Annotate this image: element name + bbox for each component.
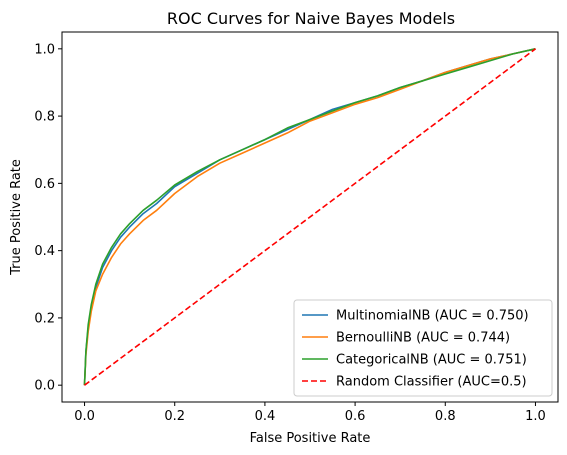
legend-label: Random Classifier (AUC=0.5): [336, 375, 527, 390]
y-tick-label: 0.4: [34, 244, 55, 259]
y-tick-label: 0.8: [34, 110, 55, 125]
legend-label: BernoulliNB (AUC = 0.744): [336, 331, 510, 346]
legend-label: CategoricalNB (AUC = 0.751): [336, 353, 527, 368]
plot-frame: [61, 31, 559, 403]
y-tick-label: 1.0: [34, 42, 55, 57]
y-tick-label: 0.6: [34, 177, 55, 192]
x-tick-label: 0.0: [74, 409, 95, 424]
y-axis-label: True Positive Rate: [9, 159, 24, 276]
y-axis: 0.0 0.2 0.4 0.6 0.8 1.0: [34, 42, 62, 394]
x-tick-label: 0.8: [435, 409, 456, 424]
x-axis: 0.0 0.2 0.4 0.6 0.8 1.0: [74, 402, 546, 424]
series-line-2: [83, 48, 536, 386]
y-tick-label: 0.0: [34, 379, 55, 394]
x-axis-label: False Positive Rate: [250, 431, 371, 446]
series-line-3: [84, 48, 536, 386]
series-layer: [83, 48, 536, 386]
x-tick-label: 1.0: [525, 409, 546, 424]
legend-label: MultinomialNB (AUC = 0.750): [336, 309, 529, 324]
chart-title: ROC Curves for Naive Bayes Models: [167, 9, 455, 28]
x-tick-label: 0.4: [255, 409, 276, 424]
legend-box: [293, 299, 553, 397]
legend: MultinomialNB (AUC = 0.750) BernoulliNB (…: [293, 299, 553, 397]
x-tick-label: 0.2: [164, 409, 185, 424]
y-tick-label: 0.2: [34, 311, 55, 326]
x-tick-label: 0.6: [345, 409, 366, 424]
